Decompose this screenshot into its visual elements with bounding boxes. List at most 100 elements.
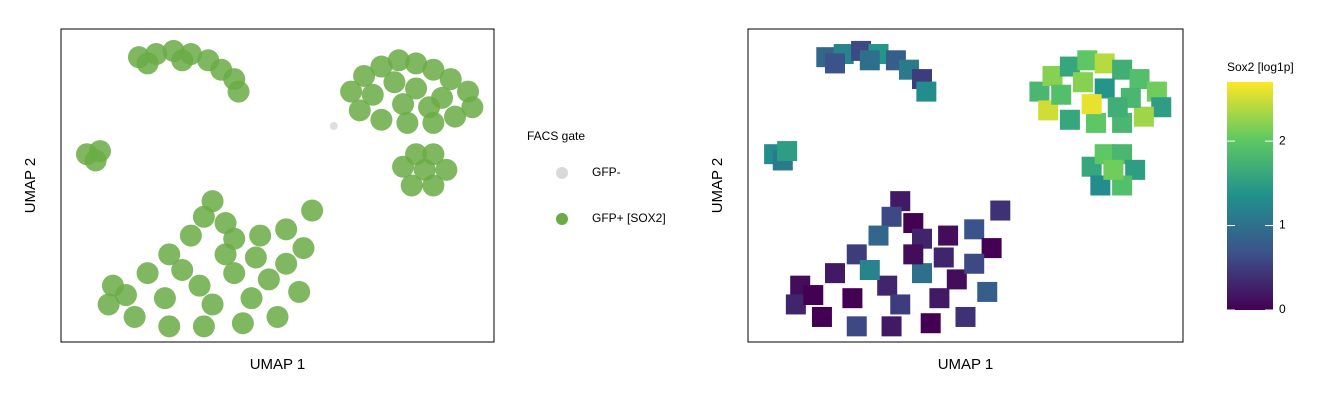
point [444,105,467,128]
hex-cell [912,263,932,284]
point [88,140,111,163]
point [387,49,410,72]
hex-cell [903,213,924,234]
colorbar-tick-label: 0 [1279,302,1286,316]
hex-cell [1129,69,1150,90]
hex-cell [1125,159,1146,180]
point [153,287,176,310]
hex-cell [777,141,798,162]
hex-cell [964,253,985,274]
point [114,284,137,307]
legend-title: FACS gate [527,129,585,143]
x-axis-label: UMAP 1 [938,356,994,373]
point [97,293,120,316]
hex-cell [1042,65,1063,86]
colorbar-tick-label: 1 [1279,218,1286,232]
point [400,174,423,197]
hex-cell [825,263,845,284]
point [136,262,159,285]
hex-cell [955,306,976,327]
hex-cell [912,228,932,249]
hex-cell [1077,50,1098,71]
hex-cell [868,225,889,246]
point [461,96,484,119]
point [396,111,419,134]
point [249,224,272,247]
point [192,205,215,228]
hex-cell [1072,72,1093,93]
point [136,52,159,75]
hex-cell [903,244,924,265]
point [192,315,215,338]
x-axis-label: UMAP 1 [250,356,306,373]
point [370,55,393,78]
point [422,58,445,81]
point [405,77,428,100]
hex-cell [946,269,967,290]
hex-cell [990,200,1011,221]
point [244,246,267,269]
hex-cell [1151,97,1172,118]
hex-cell [964,219,985,240]
point [435,158,458,181]
hex-cell [1051,84,1072,105]
point [214,243,237,266]
legend-label: GFP- [592,165,621,179]
point [361,83,384,106]
hex-cell [803,285,824,306]
hex-cell [1107,97,1128,118]
legend-label: GFP+ [SOX2] [592,211,666,225]
point [188,274,211,297]
point [370,108,393,131]
hex-cell [1059,56,1080,77]
point [405,52,428,75]
hex-cell [842,288,863,309]
point [413,158,436,181]
hex-cell [1103,159,1124,180]
hex-cell [920,313,941,334]
point [301,199,324,222]
hex-cell [1112,112,1133,133]
hex-cell [1146,81,1167,102]
hex-cell [846,244,867,265]
colorbar [1227,82,1273,310]
point [383,71,406,94]
point [340,80,363,103]
hex-cell [1029,81,1050,102]
point [439,68,462,91]
hex-cell [859,50,880,71]
hex-cell [977,281,998,302]
point [392,93,415,116]
hex-cell [916,81,937,102]
legend-marker [556,167,568,179]
point [240,287,263,310]
hex-cell [825,53,845,74]
hex-cell [1086,112,1106,133]
hex-cell [1112,59,1133,80]
point [171,49,194,72]
hex-cell [1133,106,1154,127]
point [329,122,338,131]
point [123,305,146,328]
plot-frame [747,28,1184,343]
hex-cell [890,191,911,212]
legend-marker [556,213,568,225]
colorbar-title: Sox2 [log1p] [1227,60,1294,74]
hex-cell [811,306,832,327]
hex-cell [1038,100,1059,121]
y-axis-label: UMAP 2 [22,158,39,214]
hex-cell [1094,144,1115,165]
hex-cell [1059,109,1080,130]
hex-cell [1081,94,1102,115]
hex-cell [1112,144,1133,165]
point [257,268,280,291]
hex-cell [859,260,880,281]
point [227,80,250,103]
point [171,259,194,282]
hex-cell [1094,53,1115,74]
point [348,99,371,122]
point [201,293,224,316]
point [266,305,289,328]
point [292,237,315,260]
